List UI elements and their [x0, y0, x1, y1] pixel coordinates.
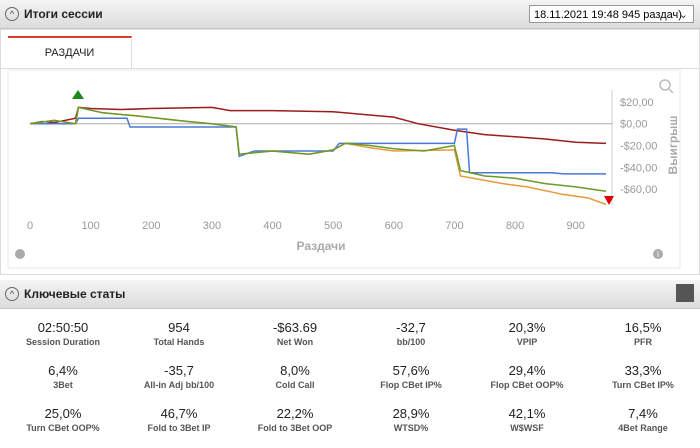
- stat: 6,4% 3Bet: [5, 363, 121, 390]
- x-tick-label: 900: [567, 220, 585, 232]
- stat-label: Net Won: [276, 337, 314, 347]
- stat-label: Turn CBet OOP%: [26, 423, 100, 433]
- stat-value: 46,7%: [160, 406, 198, 421]
- x-tick-label: 800: [506, 220, 524, 232]
- stat-value: 16,5%: [624, 320, 662, 335]
- stat: 8,0% Cold Call: [237, 363, 353, 390]
- section-title: Ключевые статы: [24, 287, 126, 301]
- stat-value: 25,0%: [44, 406, 82, 421]
- stat-label: Cold Call: [275, 380, 315, 390]
- series-line: [29, 106, 607, 206]
- stat: 57,6% Flop CBet IP%: [353, 363, 469, 390]
- collapse-button[interactable]: ^: [5, 287, 19, 301]
- stat-label: Total Hands: [153, 337, 205, 347]
- stat: 02:50:50 Session Duration: [5, 320, 121, 347]
- stat-value: 6,4%: [48, 363, 78, 378]
- stat-value: 8,0%: [280, 363, 310, 378]
- collapse-button[interactable]: ^: [5, 7, 19, 21]
- stat: 42,1% W$WSF: [469, 406, 585, 433]
- stats-header: ^ Ключевые статы: [0, 280, 700, 309]
- stat-value: 20,3%: [508, 320, 546, 335]
- tab[interactable]: РАЗДАЧИ: [8, 36, 132, 68]
- dropdown-arrow: ⌄: [678, 9, 688, 21]
- info-icon[interactable]: [653, 249, 663, 259]
- stat-value: -32,7: [396, 320, 426, 335]
- stat-value: 954: [168, 320, 190, 335]
- stat: 46,7% Fold to 3Bet IP: [121, 406, 237, 433]
- x-axis-label: Раздачи: [297, 239, 346, 253]
- stat-label: Session Duration: [25, 337, 100, 347]
- stat: 29,4% Flop CBet OOP%: [469, 363, 585, 390]
- stat: 28,9% WTSD%: [353, 406, 469, 433]
- x-tick-label: 200: [142, 220, 160, 232]
- stat-label: Flop CBet OOP%: [490, 380, 564, 390]
- tab-divider: [1, 68, 699, 69]
- stat-label: 4Bet Range: [618, 423, 668, 433]
- stat: 954 Total Hands: [121, 320, 237, 347]
- x-tick-label: 300: [203, 220, 221, 232]
- stat-label: All-in Adj bb/100: [143, 380, 215, 390]
- end-marker: [604, 196, 614, 205]
- x-tick-label: 0: [27, 220, 33, 232]
- stat-label: PFR: [634, 337, 652, 347]
- zoom-icon[interactable]: [659, 79, 671, 91]
- stat-value: -$63.69: [272, 320, 318, 335]
- layout-button[interactable]: [676, 284, 694, 302]
- y-tick-label: $0,00: [620, 119, 648, 131]
- stat-label: Flop CBet IP%: [380, 380, 442, 390]
- stat-value: 7,4%: [628, 406, 658, 421]
- stat-label: WTSD%: [393, 423, 429, 433]
- stat-value: 33,3%: [624, 363, 662, 378]
- stat-value: -35,7: [164, 363, 194, 378]
- x-tick-label: 500: [324, 220, 342, 232]
- stat-value: 57,6%: [392, 363, 430, 378]
- series-line: [29, 106, 607, 145]
- stat: 25,0% Turn CBet OOP%: [5, 406, 121, 433]
- stat-value: 42,1%: [508, 406, 546, 421]
- y-axis-label: Выигрыш: [666, 116, 680, 175]
- y-tick-label: -$60,00: [620, 184, 657, 196]
- x-tick-label: 400: [263, 220, 281, 232]
- plot-frame: [7, 69, 681, 269]
- series-line: [30, 117, 606, 175]
- y-tick-label: -$20,00: [620, 141, 657, 153]
- section-title: Итоги сессии: [24, 7, 103, 21]
- zoom-icon-handle: [668, 88, 674, 94]
- stat: 22,2% Fold to 3Bet OOP: [237, 406, 353, 433]
- stat: -$63.69 Net Won: [237, 320, 353, 347]
- y-tick-label: $20,00: [620, 97, 654, 109]
- session-header: ^ Итоги сессии 18.11.2021 19:48 945 разд…: [0, 0, 700, 29]
- start-marker: [72, 90, 84, 99]
- stat-value: 22,2%: [276, 406, 314, 421]
- stat-label: W$WSF: [510, 423, 544, 433]
- stat-label: Fold to 3Bet OOP: [257, 423, 333, 433]
- session-select[interactable]: 18.11.2021 19:48 945 раздач) ⌄: [529, 5, 694, 23]
- stat: -35,7 All-in Adj bb/100: [121, 363, 237, 390]
- stat-label: Turn CBet IP%: [612, 380, 674, 390]
- x-tick-label: 700: [445, 220, 463, 232]
- stat-value: 02:50:50: [37, 320, 89, 335]
- stat: 16,5% PFR: [585, 320, 700, 347]
- stat: -32,7 bb/100: [353, 320, 469, 347]
- stat-value: 28,9%: [392, 406, 430, 421]
- session-text: 18.11.2021 19:48 945 раздач): [534, 9, 682, 21]
- stat-label: VPIP: [516, 337, 538, 347]
- x-tick-label: 600: [385, 220, 403, 232]
- stat: 7,4% 4Bet Range: [585, 406, 700, 433]
- stat-label: 3Bet: [53, 380, 73, 390]
- stat: 20,3% VPIP: [469, 320, 585, 347]
- info-glyph: i: [657, 250, 659, 259]
- stat-value: 29,4%: [508, 363, 546, 378]
- stat: 33,3% Turn CBet IP%: [585, 363, 700, 390]
- series-line: [29, 106, 607, 193]
- stat-label: Fold to 3Bet IP: [147, 423, 211, 433]
- stat-label: bb/100: [396, 337, 426, 347]
- y-tick-label: -$40,00: [620, 162, 657, 174]
- x-tick-label: 100: [81, 220, 99, 232]
- settings-icon[interactable]: [15, 249, 25, 259]
